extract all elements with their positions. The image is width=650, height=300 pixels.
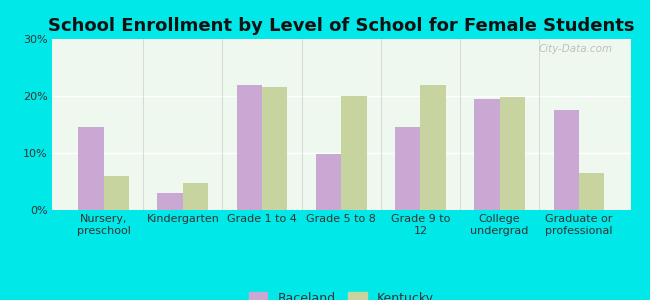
Bar bbox=[395, 127, 421, 210]
Bar bbox=[157, 193, 183, 210]
Bar bbox=[316, 154, 341, 210]
Bar bbox=[554, 110, 579, 210]
Legend: Raceland, Kentucky: Raceland, Kentucky bbox=[245, 288, 437, 300]
Bar bbox=[103, 176, 129, 210]
Bar bbox=[579, 173, 604, 210]
Title: School Enrollment by Level of School for Female Students: School Enrollment by Level of School for… bbox=[48, 17, 634, 35]
Bar bbox=[474, 99, 500, 210]
Bar bbox=[237, 85, 262, 210]
Text: City-Data.com: City-Data.com bbox=[539, 44, 613, 54]
Bar bbox=[341, 96, 367, 210]
Bar bbox=[78, 127, 103, 210]
Bar bbox=[262, 88, 287, 210]
Bar bbox=[500, 97, 525, 210]
Bar bbox=[421, 85, 446, 210]
Bar bbox=[183, 183, 208, 210]
